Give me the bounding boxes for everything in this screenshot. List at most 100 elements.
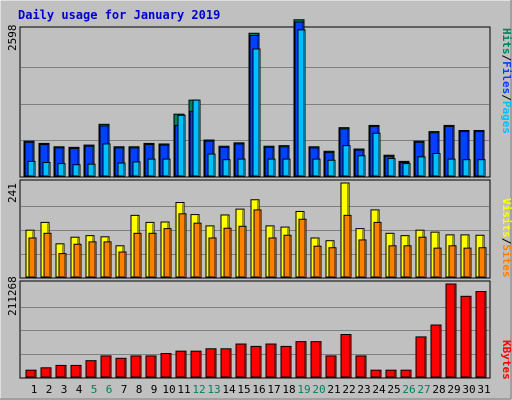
- x-tick-label: 7: [121, 383, 128, 396]
- bar-sites-shade: [379, 223, 381, 277]
- bar-sites: [58, 253, 67, 278]
- bar-kbytes: [100, 355, 112, 378]
- bar-sites-shade: [274, 238, 276, 277]
- bar-sites-shade: [244, 227, 246, 277]
- bar-kbytes: [460, 295, 472, 378]
- bar-pages: [207, 153, 216, 177]
- bar-pages-shade: [393, 159, 395, 176]
- bar-pages: [162, 158, 171, 177]
- x-tick-label: 30: [462, 383, 475, 396]
- bar-pages-shade: [483, 160, 485, 176]
- bar-sites: [43, 232, 52, 278]
- bar-kbytes: [400, 369, 412, 378]
- bar-kbytes: [130, 355, 142, 378]
- bar-kbytes: [25, 369, 37, 378]
- bar-pages-shade: [108, 144, 110, 176]
- x-tick-label: 27: [417, 383, 430, 396]
- legend-hits: Hits: [500, 28, 512, 55]
- bar-sites-shade: [64, 254, 66, 277]
- bar-sites-shade: [214, 238, 216, 277]
- bar-pages-shade: [438, 154, 440, 176]
- bar-pages: [342, 145, 351, 177]
- bar-sites-shade: [334, 248, 336, 277]
- bar-sites-shade: [484, 248, 486, 277]
- bar-pages: [432, 153, 441, 177]
- x-tick-label: 13: [207, 383, 220, 396]
- bar-pages: [447, 158, 456, 177]
- x-tick-label: 15: [237, 383, 250, 396]
- bar-sites: [28, 237, 37, 278]
- bar-sites-shade: [289, 236, 291, 277]
- bar-pages: [117, 162, 126, 177]
- bar-kbytes-shade: [334, 356, 336, 377]
- bar-pages-shade: [288, 160, 290, 176]
- bar-kbytes-shade: [199, 352, 201, 377]
- bar-kbytes-shade: [304, 342, 306, 377]
- bar-pages: [327, 159, 336, 177]
- bar-files-shade: [122, 148, 124, 176]
- bar-kbytes: [205, 348, 217, 378]
- x-tick-label: 12: [192, 383, 205, 396]
- max-label-hits: 2598: [6, 25, 19, 52]
- bar-kbytes: [355, 355, 367, 378]
- bar-sites: [208, 237, 217, 278]
- bar-kbytes: [220, 348, 232, 378]
- bar-kbytes: [250, 345, 262, 378]
- chart-title: Daily usage for January 2019: [18, 8, 220, 22]
- bar-kbytes: [85, 360, 97, 378]
- bar-pages-shade: [348, 146, 350, 176]
- bar-pages: [102, 143, 111, 177]
- bar-sites-shade: [94, 242, 96, 277]
- x-tick-label: 25: [387, 383, 400, 396]
- legend-hits-files-pages: Hits/Files/Pages: [500, 28, 512, 134]
- bar-kbytes: [385, 369, 397, 378]
- bar-kbytes: [430, 324, 442, 378]
- bar-sites-shade: [109, 242, 111, 277]
- bar-sites: [178, 213, 187, 278]
- bar-kbytes-shade: [169, 354, 171, 377]
- bar-kbytes: [70, 364, 82, 378]
- x-tick-label: 10: [162, 383, 175, 396]
- bar-files-shade: [32, 143, 34, 176]
- legend-pages: Pages: [500, 101, 512, 134]
- x-tick-label: 31: [477, 383, 490, 396]
- bar-kbytes-shade: [274, 345, 276, 377]
- bar-kbytes-shade: [64, 366, 66, 377]
- legend-sites: Sites: [500, 244, 512, 277]
- bar-kbytes-shade: [469, 297, 471, 377]
- bar-pages-shade: [453, 160, 455, 176]
- x-tick-label: 6: [106, 383, 113, 396]
- bar-sites: [448, 245, 457, 278]
- bar-sites: [133, 232, 142, 278]
- bar-pages: [312, 158, 321, 177]
- bar-sites: [283, 234, 292, 278]
- bar-files-shade: [467, 132, 469, 176]
- bar-kbytes-shade: [409, 371, 411, 377]
- bar-kbytes-shade: [379, 371, 381, 377]
- x-tick-label: 29: [447, 383, 460, 396]
- bar-pages: [252, 48, 261, 177]
- bar-pages: [27, 160, 36, 177]
- x-tick-label: 19: [297, 383, 310, 396]
- bar-pages: [87, 163, 96, 177]
- bar-kbytes: [325, 355, 337, 378]
- legend-kbytes: KBytes: [500, 340, 512, 380]
- x-tick-label: 3: [61, 383, 68, 396]
- bar-pages: [357, 155, 366, 177]
- x-tick-label: 2: [46, 383, 53, 396]
- bar-sites: [193, 222, 202, 278]
- bar-kbytes-shade: [244, 345, 246, 377]
- bar-files-shade: [482, 132, 484, 176]
- bar-kbytes: [295, 341, 307, 378]
- bar-kbytes-shade: [79, 366, 81, 377]
- bar-pages: [132, 161, 141, 177]
- bar-pages-shade: [213, 155, 215, 176]
- x-tick-label: 17: [267, 383, 280, 396]
- bar-kbytes: [475, 291, 487, 378]
- bar-sites: [313, 245, 322, 278]
- bar-kbytes-shade: [229, 349, 231, 377]
- bar-sites-shade: [79, 245, 81, 277]
- bar-pages-shade: [63, 164, 65, 176]
- x-tick-label: 1: [31, 383, 38, 396]
- legend-visits: Visits: [500, 198, 512, 238]
